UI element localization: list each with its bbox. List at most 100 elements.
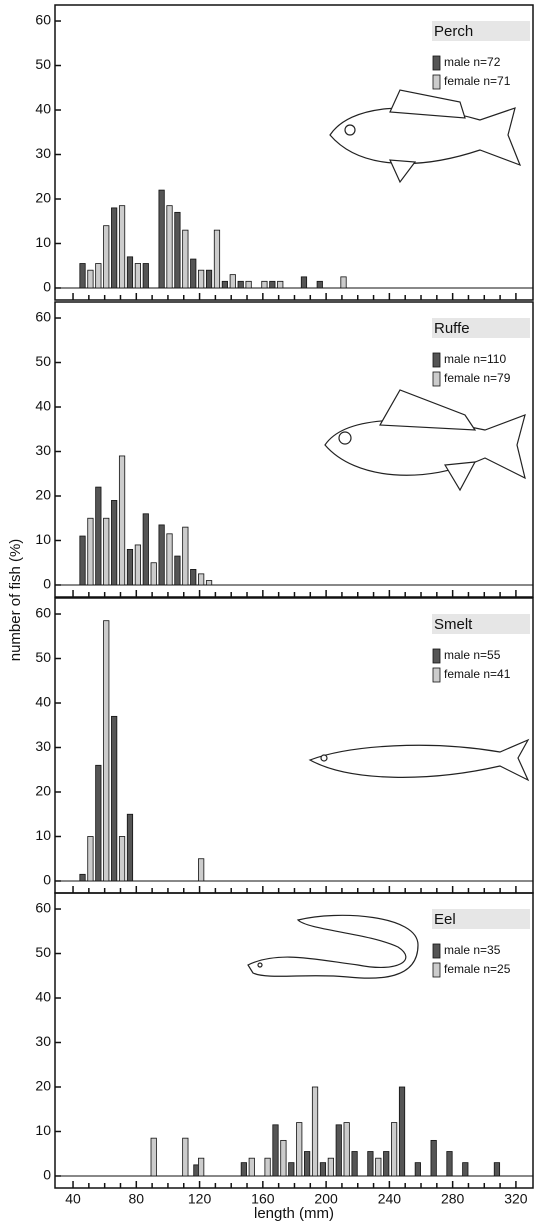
bar — [270, 281, 275, 288]
bar — [119, 456, 124, 585]
bar — [183, 527, 188, 585]
ruffe-drawing — [325, 390, 525, 490]
y-tick-label: 50 — [35, 56, 51, 72]
bar — [80, 536, 85, 585]
bar — [135, 264, 140, 288]
x-tick-label: 320 — [504, 1191, 528, 1207]
legend-label: female n=79 — [444, 371, 511, 385]
bar — [246, 281, 251, 288]
legend-swatch — [433, 75, 440, 89]
y-tick-label: 10 — [35, 1122, 51, 1138]
panel-frame — [55, 893, 533, 1188]
panel-title: Ruffe — [434, 320, 470, 337]
legend-label: male n=55 — [444, 648, 501, 662]
y-tick-label: 60 — [35, 309, 51, 325]
bar — [127, 814, 132, 881]
bar — [317, 281, 322, 288]
bar — [111, 208, 116, 288]
bar — [143, 514, 148, 585]
bar — [127, 257, 132, 288]
y-tick-label: 0 — [43, 872, 51, 888]
bar — [88, 518, 93, 585]
bar — [159, 525, 164, 585]
y-tick-label: 50 — [35, 353, 51, 369]
eel-drawing — [248, 915, 418, 978]
bar — [175, 212, 180, 288]
perch-drawing — [330, 90, 520, 182]
bar — [183, 1138, 188, 1176]
bar — [104, 518, 109, 585]
bar — [119, 836, 124, 880]
bar — [281, 1140, 286, 1176]
legend-label: male n=110 — [444, 352, 506, 366]
y-tick-label: 10 — [35, 531, 51, 547]
legend-label: female n=71 — [444, 74, 511, 88]
y-tick-label: 60 — [35, 12, 51, 28]
y-tick-label: 0 — [43, 279, 51, 295]
chart: number of fish (%) length (mm) 010203040… — [0, 0, 538, 1226]
y-tick-label: 40 — [35, 694, 51, 710]
legend-label: male n=72 — [444, 55, 501, 69]
bar — [135, 545, 140, 585]
bar — [265, 1158, 270, 1176]
bar — [88, 836, 93, 880]
bar — [238, 281, 243, 288]
legend-swatch — [433, 668, 440, 682]
y-tick-label: 20 — [35, 1078, 51, 1094]
x-tick-label: 240 — [378, 1191, 402, 1207]
bar — [241, 1163, 246, 1176]
bar — [344, 1123, 349, 1176]
bar — [447, 1152, 452, 1176]
bar — [198, 270, 203, 288]
legend-swatch — [433, 963, 440, 977]
panel-title: Eel — [434, 911, 456, 928]
bar — [96, 487, 101, 585]
y-tick-label: 30 — [35, 442, 51, 458]
bar — [151, 1138, 156, 1176]
bar — [96, 264, 101, 288]
y-tick-label: 20 — [35, 190, 51, 206]
bar — [463, 1163, 468, 1176]
legend-swatch — [433, 944, 440, 958]
bar — [328, 1158, 333, 1176]
bar — [214, 230, 219, 288]
bar — [312, 1087, 317, 1176]
bar — [198, 1158, 203, 1176]
bar — [336, 1125, 341, 1176]
y-tick-label: 60 — [35, 605, 51, 621]
bar — [399, 1087, 404, 1176]
y-tick-label: 40 — [35, 398, 51, 414]
x-tick-label: 120 — [188, 1191, 212, 1207]
bar — [191, 569, 196, 585]
legend-swatch — [433, 56, 440, 70]
bar — [119, 206, 124, 288]
smelt-drawing — [310, 740, 528, 780]
bar — [80, 874, 85, 881]
bar — [175, 556, 180, 585]
legend-label: female n=25 — [444, 962, 511, 976]
bar — [391, 1123, 396, 1176]
bar — [88, 270, 93, 288]
bar — [143, 264, 148, 288]
panel-frame — [55, 598, 533, 893]
bar — [111, 716, 116, 881]
bar — [151, 563, 156, 585]
bar — [198, 859, 203, 881]
bar — [320, 1163, 325, 1176]
bar — [222, 281, 227, 288]
panel-title: Perch — [434, 23, 473, 40]
y-tick-label: 10 — [35, 234, 51, 250]
bar — [278, 281, 283, 288]
bar — [249, 1158, 254, 1176]
legend-swatch — [433, 353, 440, 367]
bar — [301, 277, 306, 288]
legend-label: male n=35 — [444, 943, 501, 957]
bar — [304, 1152, 309, 1176]
bar — [167, 206, 172, 288]
bar — [96, 765, 101, 881]
y-tick-label: 50 — [35, 649, 51, 665]
bar — [191, 259, 196, 288]
y-tick-label: 0 — [43, 1167, 51, 1183]
bar — [104, 621, 109, 881]
y-tick-label: 30 — [35, 738, 51, 754]
